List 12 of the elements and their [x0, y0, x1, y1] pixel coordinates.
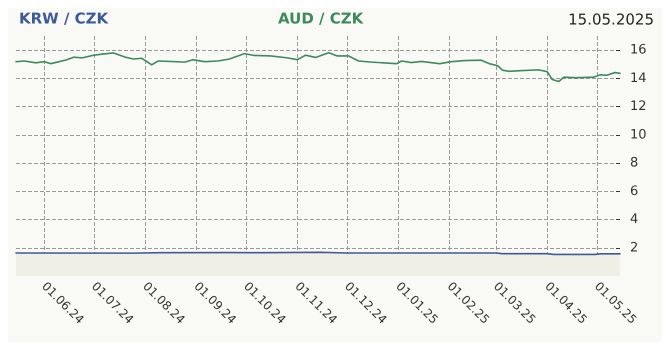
- y-tick-label: 14: [630, 70, 647, 86]
- line-series: [15, 52, 621, 82]
- y-tick-label: 16: [630, 42, 647, 58]
- y-tick-label: 12: [630, 99, 647, 114]
- y-tick-label: 4: [630, 212, 638, 228]
- y-tick-label: 2: [630, 240, 638, 256]
- y-tick-label: 6: [630, 184, 638, 199]
- text: KRW / CZK: [19, 10, 110, 28]
- y-tick-label: 8: [630, 156, 638, 171]
- series-label: AUD / CZK: [278, 10, 365, 28]
- text: 15.05.2025: [568, 10, 654, 28]
- y-tick-label: 10: [630, 127, 647, 142]
